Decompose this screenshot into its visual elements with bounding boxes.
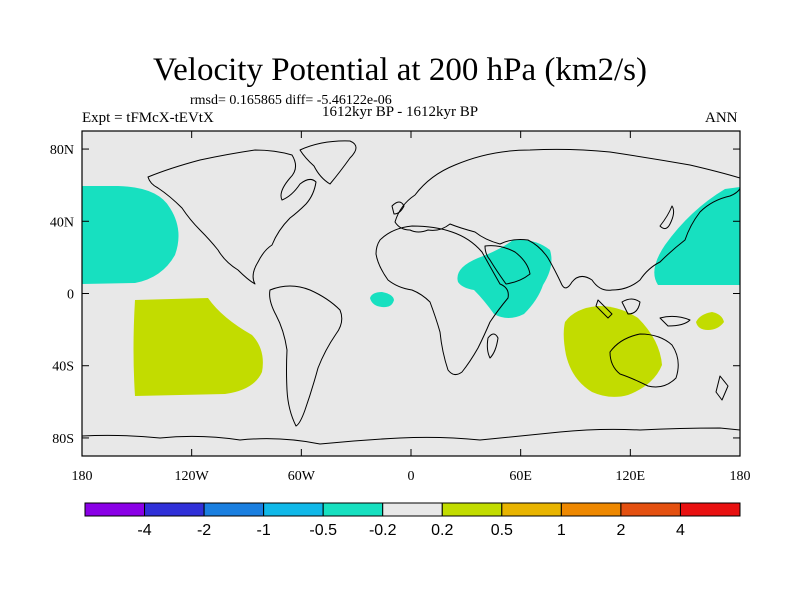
y-tick-label: 80S [52,432,74,447]
colorbar-swatch [84,502,146,517]
colorbar-label: -1 [257,522,271,539]
y-tick-label: 0 [67,288,74,303]
anomaly-regions [82,186,740,397]
region-southeast-pacific [133,298,263,396]
period-label: 1612kyr BP - 1612kyr BP [322,104,479,120]
colorbar-swatch [322,502,384,517]
x-tick-label: 60E [509,469,532,484]
x-tick-label: 0 [408,469,415,484]
x-tick-label: 60W [288,469,316,484]
y-tick-label: 40N [50,215,74,230]
x-tick-label: 120W [175,469,210,484]
colorbar: -4 -2 -1 -0.5 -0.2 0.2 0.5 1 2 4 [84,502,741,539]
colorbar-swatch [620,502,681,517]
coastlines [82,140,740,445]
y-tick-label: 80N [50,143,74,158]
x-tick-label: 180 [72,469,93,484]
colorbar-swatch [263,502,324,517]
x-tick-label: 180 [730,469,751,484]
colorbar-label: -0.5 [309,522,337,539]
colorbar-swatch [203,502,265,517]
colorbar-label: -4 [137,522,151,539]
chart-title: Velocity Potential at 200 hPa (km2/s) [152,52,648,88]
colorbar-label: 1 [557,522,566,539]
colorbar-swatch [441,502,503,517]
colorbar-swatch [560,502,622,517]
region-southwest-pacific [696,312,724,330]
colorbar-label: 4 [676,522,685,539]
colorbar-label: 0.5 [491,522,513,539]
y-axis: 80N 40N 0 40S 80S [50,143,740,447]
stats-label: rmsd= 0.165865 diff= -5.46122e-06 [190,93,392,108]
map-background [82,131,740,456]
region-arabian-sea [457,239,552,318]
experiment-label: Expt = tFMcX-tEVtX [82,110,214,126]
colorbar-label: -2 [197,522,211,539]
colorbar-swatch [144,502,205,517]
region-indian-ocean [563,306,662,397]
x-axis: 180 120W 60W 0 60E 120E 180 [72,131,751,484]
colorbar-label: 2 [616,522,625,539]
region-north-pacific-east [654,187,740,285]
region-tropical-atlantic [370,292,394,308]
colorbar-swatch [382,502,443,517]
colorbar-label: -0.2 [369,522,397,539]
colorbar-swatch [679,502,741,517]
season-label: ANN [705,110,738,126]
x-tick-label: 120E [616,469,646,484]
y-tick-label: 40S [52,360,74,375]
region-north-pacific-west [82,186,179,284]
colorbar-label: 0.2 [431,522,453,539]
colorbar-swatch [501,502,562,517]
